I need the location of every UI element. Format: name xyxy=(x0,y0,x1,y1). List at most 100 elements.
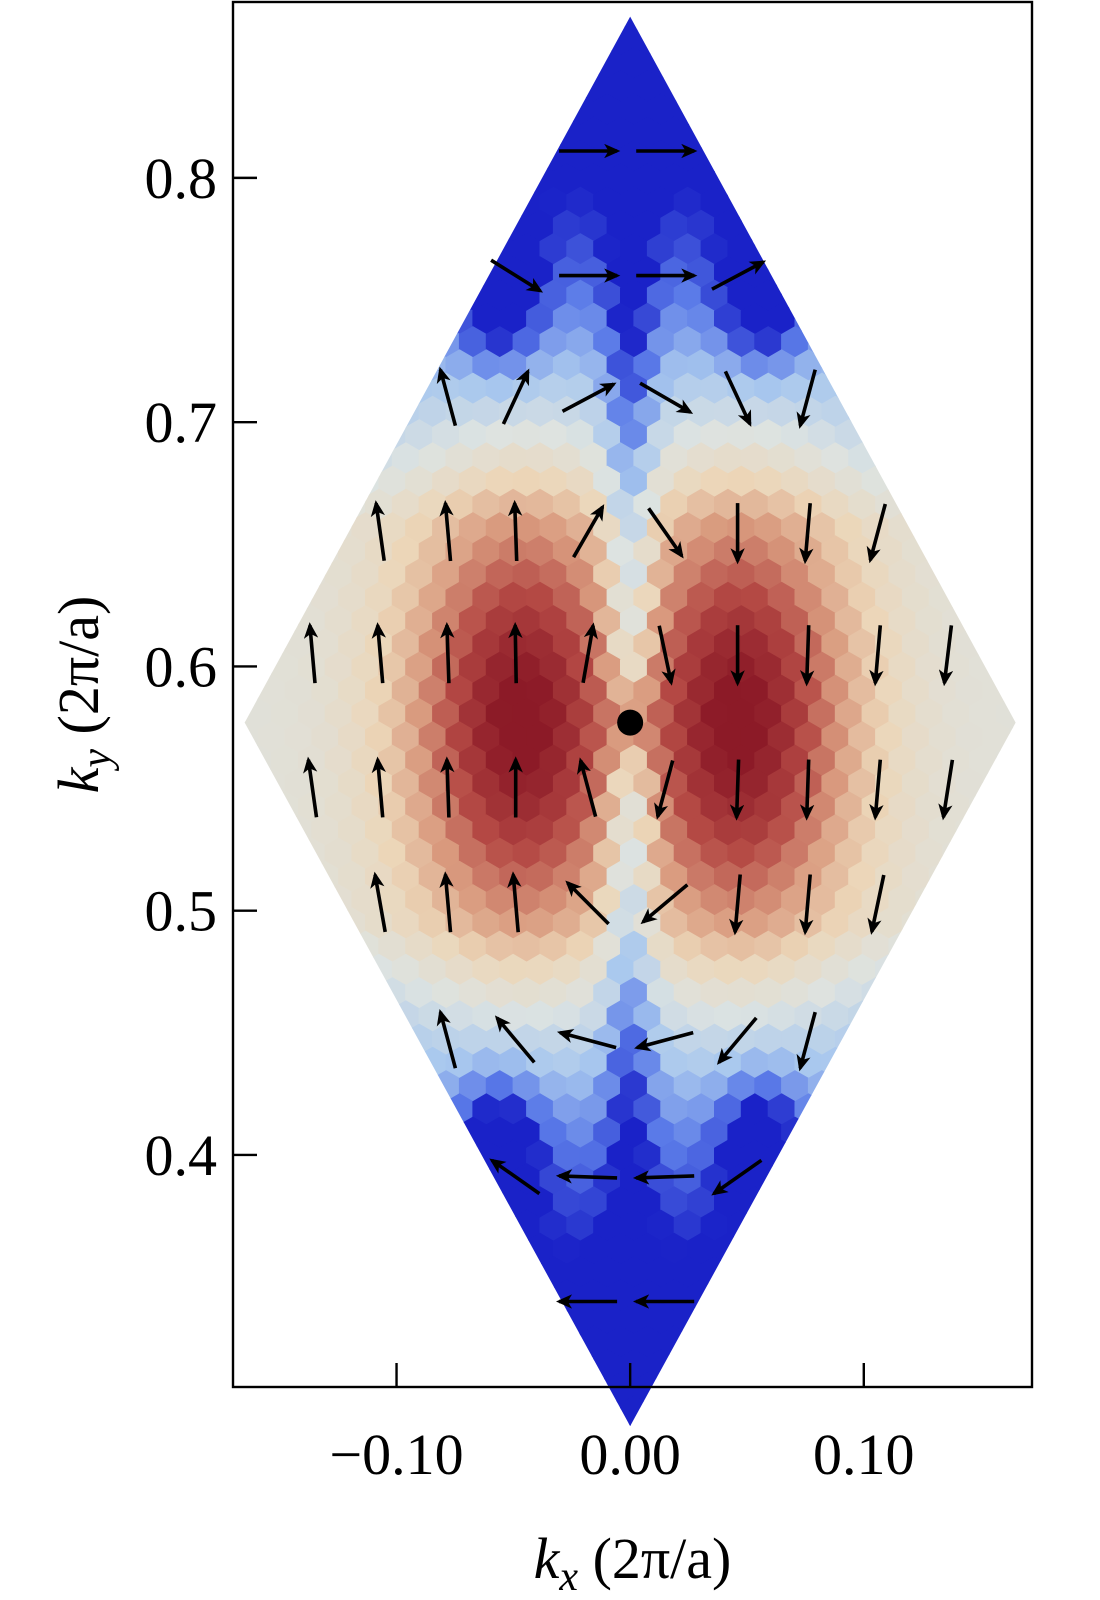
heat-cell xyxy=(767,1046,796,1079)
heat-cell xyxy=(458,419,487,452)
heat-cell xyxy=(969,698,997,731)
heat-cell xyxy=(754,884,783,917)
heat-cell xyxy=(660,349,689,382)
heat-cell xyxy=(391,581,420,614)
heat-cell xyxy=(552,628,581,661)
heat-cell xyxy=(740,349,769,382)
heat-cell xyxy=(875,442,903,475)
heat-cell xyxy=(458,698,487,731)
heat-cell xyxy=(633,116,662,149)
heat-cell xyxy=(579,1232,608,1265)
heat-cell xyxy=(445,535,474,568)
vector-arrow xyxy=(370,500,386,562)
heat-cell xyxy=(754,558,783,591)
heat-cell xyxy=(714,256,742,289)
center-point xyxy=(617,709,644,736)
heat-cell xyxy=(646,1163,675,1196)
heat-cell xyxy=(593,1256,622,1289)
heat-cell xyxy=(767,907,796,940)
heat-cell xyxy=(969,605,997,638)
heat-cell xyxy=(620,605,648,638)
heat-cell xyxy=(391,628,420,661)
heat-cell xyxy=(807,512,836,545)
heat-cell xyxy=(324,698,353,731)
heat-cell xyxy=(767,628,796,661)
heat-cell xyxy=(458,512,487,545)
heat-cell xyxy=(754,1116,783,1149)
heat-cell xyxy=(620,186,648,219)
heat-cell xyxy=(338,628,366,661)
heat-cell xyxy=(338,767,366,800)
heat-cell xyxy=(727,326,756,359)
heat-cell xyxy=(687,953,715,986)
heat-cell xyxy=(807,558,836,591)
heat-cell xyxy=(351,791,380,824)
heat-cell xyxy=(472,1046,501,1079)
heat-cell xyxy=(418,442,447,475)
heat-cell xyxy=(687,907,715,940)
heat-cell xyxy=(620,326,648,359)
heat-cell xyxy=(593,93,622,126)
heat-cell xyxy=(848,628,877,661)
heat-cell xyxy=(499,581,528,614)
heat-cell xyxy=(767,953,796,986)
heat-cell xyxy=(714,395,742,428)
heat-cell xyxy=(445,349,474,382)
heat-cell xyxy=(512,884,541,917)
heat-cell xyxy=(579,116,608,149)
heat-cell xyxy=(646,93,675,126)
heat-cell xyxy=(861,837,890,870)
heat-cell xyxy=(566,558,595,591)
heat-cell xyxy=(781,605,809,638)
heat-cell xyxy=(700,233,729,266)
heat-cell xyxy=(579,860,608,893)
heat-cell xyxy=(673,1116,702,1149)
heat-cell xyxy=(915,837,944,870)
heat-cell xyxy=(432,698,460,731)
heat-cell xyxy=(955,721,984,754)
heat-cell xyxy=(378,465,407,498)
heat-cell xyxy=(458,605,487,638)
heat-cell xyxy=(552,209,581,242)
heat-cell xyxy=(633,860,662,893)
heat-cell xyxy=(606,581,635,614)
heat-cell xyxy=(391,767,420,800)
heat-cell xyxy=(767,349,796,382)
heat-cell xyxy=(620,930,648,963)
heat-cell xyxy=(593,186,622,219)
heat-cell xyxy=(901,721,930,754)
heat-cell xyxy=(875,907,903,940)
heat-cell xyxy=(485,930,514,963)
heat-cell xyxy=(633,767,662,800)
heat-cell xyxy=(821,953,850,986)
heat-cell xyxy=(781,372,809,405)
heat-cell xyxy=(714,1139,742,1172)
heat-cell xyxy=(740,721,769,754)
heat-cell xyxy=(606,1046,635,1079)
heat-cell xyxy=(915,651,944,684)
heat-cell xyxy=(633,1232,662,1265)
heat-cell xyxy=(660,256,689,289)
heat-cell xyxy=(526,442,554,475)
heat-cell xyxy=(754,605,783,638)
heat-cell xyxy=(593,791,622,824)
heat-cell xyxy=(660,209,689,242)
heat-cell xyxy=(834,744,863,777)
heat-cell xyxy=(458,1070,487,1103)
heat-cell xyxy=(740,767,769,800)
heat-cell xyxy=(472,1186,501,1219)
vector-arrow xyxy=(647,507,684,559)
heat-cell xyxy=(821,1000,850,1033)
heat-cell xyxy=(942,698,971,731)
heat-cell xyxy=(566,1116,595,1149)
heat-cell xyxy=(432,419,460,452)
heat-cell xyxy=(606,1139,635,1172)
heat-cell xyxy=(620,1070,648,1103)
heat-cell xyxy=(526,907,554,940)
heat-cell xyxy=(539,326,568,359)
heat-cell xyxy=(445,581,474,614)
heat-cell xyxy=(606,860,635,893)
heat-cell xyxy=(687,442,715,475)
heat-cell xyxy=(861,419,890,452)
vector-arrow xyxy=(439,871,454,933)
